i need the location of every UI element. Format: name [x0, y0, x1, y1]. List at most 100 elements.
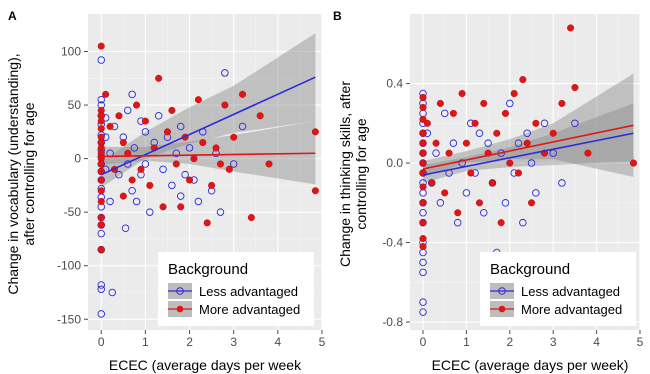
- panel-b-ytick-label: 0.0: [386, 156, 403, 170]
- panel-a-point-more: [137, 165, 145, 173]
- panel-a-point-less: [97, 95, 105, 104]
- panel-b-xtick-label: 1: [463, 335, 470, 349]
- panel-a-point-less: [128, 90, 136, 99]
- panel-a-point-less: [97, 56, 105, 64]
- panel-a-fit-line-more: [101, 152, 316, 158]
- panel-b-xtick-label: 0: [420, 335, 427, 349]
- panel-a-point-more: [97, 221, 105, 229]
- panel-b-point-more: [493, 129, 501, 137]
- panel-a-point-more: [97, 117, 105, 125]
- panel-a-point-more: [190, 155, 198, 163]
- panel-b-point-more: [419, 129, 427, 137]
- panel-b-point-more: [467, 169, 475, 177]
- panel-a-point-less: [123, 106, 132, 115]
- panel-a-point-less: [238, 122, 247, 131]
- panel-b-ytick-label: -0.8: [382, 315, 403, 329]
- panel-a-xtick-label: 4: [275, 335, 282, 349]
- panel-b-point-more: [454, 209, 462, 217]
- panel-b-legend-less-marker: [498, 287, 506, 295]
- panel-a-point-more: [172, 160, 180, 168]
- panel-a-point-less: [168, 181, 176, 190]
- panel-a-point-more: [97, 187, 105, 195]
- panel-a-xlabel: ECEC (average days per week: [109, 357, 302, 373]
- panel-b-point-more: [532, 119, 540, 127]
- panel-a-legend-less-label: Less advantaged: [199, 284, 298, 299]
- panel-a-legend-less-marker: [176, 287, 184, 295]
- panel-b-xtick-label: 4: [593, 335, 600, 349]
- panel-b-point-less: [484, 139, 492, 147]
- panel-b-ytick-label: 0.4: [386, 77, 403, 91]
- panel-b-point-more: [528, 199, 536, 207]
- panel-b-point-less: [432, 149, 440, 157]
- panel-a-legend-more-marker: [176, 305, 184, 313]
- panel-b-point-more: [558, 99, 566, 107]
- panel-a-point-more: [97, 214, 105, 222]
- panel-b-ylabel-line1: Change in thinking skills, after: [337, 81, 353, 267]
- panel-a-xtick-label: 0: [98, 335, 105, 349]
- panel-b-point-more: [436, 99, 444, 107]
- panel-b-legend-more-label: More advantaged: [521, 302, 622, 317]
- panel-a-point-more: [97, 176, 105, 184]
- panel-b-legend-title: Background: [490, 261, 570, 278]
- panel-a-point-more: [115, 112, 123, 120]
- panel-a-point-more: [194, 96, 202, 104]
- panel-a-point-less: [115, 170, 123, 179]
- panel-b-point-less: [449, 139, 458, 147]
- panel-a-point-more: [212, 144, 220, 152]
- panel-a-point-more: [102, 90, 110, 98]
- panel-a-point-more: [97, 125, 105, 133]
- panel-b-legend: Background Less advantaged More advantag…: [480, 252, 636, 326]
- panel-b-legend-less-label: Less advantaged: [521, 284, 620, 299]
- panel-a-point-less: [130, 144, 139, 152]
- panel-b-point-less: [419, 258, 427, 267]
- panel-a-point-less: [176, 122, 185, 131]
- panel-b-point-less: [419, 308, 427, 316]
- panel-a-point-more: [128, 176, 136, 184]
- panel-a-point-less: [141, 160, 150, 168]
- panel-b-point-more: [419, 149, 427, 157]
- panel-b-point-more: [423, 119, 431, 127]
- panel-a-point-more: [311, 128, 319, 136]
- panel-b-point-more: [462, 139, 470, 147]
- panel-b-point-more: [419, 93, 427, 101]
- panel-a-point-more: [155, 74, 163, 82]
- panel-b-ylabel-line2: controlling for age: [353, 118, 369, 230]
- panel-b-point-more: [449, 109, 457, 117]
- panel-b-point-more: [549, 129, 557, 137]
- panel-a-xtick-label: 3: [230, 335, 237, 349]
- panel-b-point-less: [436, 199, 445, 207]
- panel-b-point-more: [445, 149, 453, 157]
- panel-b-point-less: [523, 129, 531, 137]
- panel-a-point-more: [119, 192, 127, 200]
- panel-a-point-less: [194, 197, 203, 206]
- panel-b-point-more: [629, 159, 637, 167]
- panel-a-point-more: [168, 106, 176, 114]
- panel-b-point-more: [419, 115, 427, 123]
- panel-a-point-more: [203, 219, 211, 227]
- panel-a-point-more: [97, 160, 105, 168]
- panel-a-point-less: [159, 165, 167, 174]
- panel-b-point-more: [441, 189, 449, 197]
- panel-a-point-less: [108, 288, 117, 297]
- panel-a-point-more: [311, 187, 319, 195]
- panel-a-ytick-label: 100: [61, 44, 81, 58]
- panel-a-point-less: [216, 208, 225, 216]
- panel-a-point-less: [97, 229, 105, 238]
- panel-a-point-less: [181, 170, 189, 179]
- panel-b-point-more: [419, 159, 427, 167]
- panel-a-ytick-label: 50: [68, 98, 82, 112]
- panel-a-point-more: [97, 197, 105, 205]
- panel-b-point-less: [532, 189, 540, 197]
- panel-b-fit-line-more: [422, 124, 634, 170]
- panel-b-ytick-label: -0.4: [382, 236, 403, 250]
- panel-b-point-more: [419, 219, 427, 227]
- panel-b-point-less: [519, 218, 527, 227]
- panel-a-point-less: [185, 144, 194, 152]
- panel-a-point-more: [159, 203, 167, 211]
- panel-b-point-more: [419, 103, 427, 111]
- panel-b-point-less: [501, 199, 510, 207]
- panel-b-point-more: [480, 99, 488, 107]
- panel-a-point-less: [128, 186, 136, 195]
- panel-a-point-less: [106, 197, 114, 206]
- panel-b-point-more: [419, 139, 427, 147]
